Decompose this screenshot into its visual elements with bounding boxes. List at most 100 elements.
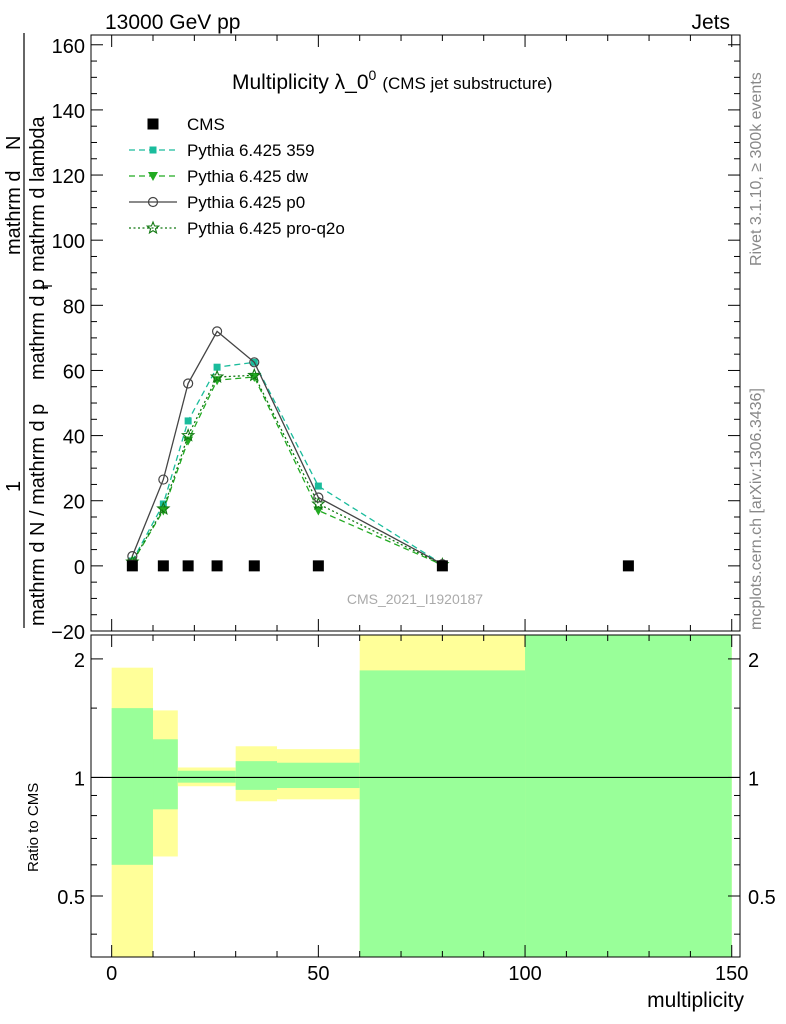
mcplots-label: mcplots.cern.ch [arXiv:1306.3436]: [748, 388, 765, 630]
ratio-green-band: [111, 708, 154, 865]
series-point: [213, 363, 221, 371]
main-y-tick-label: 0: [74, 557, 85, 579]
legend-label: CMS: [187, 115, 225, 134]
series-line: [131, 330, 443, 565]
main-y-tick-label: 80: [63, 296, 85, 318]
series-point: [313, 492, 324, 503]
series-point: [158, 474, 169, 485]
cms-point: [211, 560, 223, 572]
x-axis-label: multiplicity: [647, 989, 744, 1012]
series-3: [127, 326, 448, 570]
main-y-tick-label: −20: [51, 622, 85, 644]
main-y-tick-label: 60: [63, 361, 85, 383]
chart-title: Multiplicity λ_00 (CMS jet substructure): [232, 67, 552, 94]
series-point: [209, 369, 225, 384]
main-y-tick-label: 140: [52, 101, 85, 123]
ratio-y-tick-label: 1: [74, 768, 85, 790]
main-panel: CMS_2021_I1920187 −20 0 20 40 60 80 100 120 140 1…: [51, 34, 741, 644]
y-label-line2: mathrm d: [3, 171, 25, 255]
series-4: [125, 367, 450, 571]
legend-label: Pythia 6.425 dw: [187, 167, 309, 186]
ratio-green-band: [235, 761, 278, 790]
x-tick-label: 150: [715, 963, 748, 985]
series-point: [147, 196, 159, 208]
ratio-y-tick-label-right: 2: [748, 650, 759, 672]
series-point: [249, 357, 260, 368]
rivet-label: Rivet 3.1.10, ≥ 300k events: [748, 72, 765, 266]
main-frame: [90, 34, 741, 632]
y-label-line1b: mathrm d p: [27, 279, 49, 380]
legend-entry: Pythia 6.425 dw: [129, 167, 309, 186]
cms-point: [126, 560, 138, 572]
series-point: [247, 367, 262, 382]
ratio-green-band: [177, 770, 236, 783]
main-ticks: −20 0 20 40 60 80 100 120 140 160: [51, 35, 740, 644]
watermark: CMS_2021_I1920187: [347, 591, 483, 607]
legend-label: Pythia 6.425 p0: [187, 193, 305, 212]
series-1: [128, 358, 446, 568]
main-y-tick-label: 100: [52, 231, 85, 253]
cms-point: [157, 560, 169, 572]
cms-point: [436, 560, 448, 572]
legend-entry: Pythia 6.425 p0: [129, 193, 305, 212]
cms-point: [622, 560, 634, 572]
ratio-frame: [90, 634, 741, 958]
main-y-tick-label: 160: [52, 36, 85, 58]
category-label: Jets: [691, 11, 730, 34]
x-tick-label: 100: [508, 963, 541, 985]
main-data-layer: [125, 326, 634, 572]
series-point: [211, 326, 223, 337]
ratio-y-tick-label: 2: [74, 650, 85, 672]
main-y-tick-label: 40: [63, 427, 85, 449]
x-tick-label: 0: [106, 963, 117, 985]
series-point: [184, 417, 192, 425]
y-label-T: T: [40, 282, 55, 290]
legend-entry: Pythia 6.425 pro-q2o: [129, 219, 345, 238]
legend-label: Pythia 6.425 359: [187, 141, 315, 160]
legend-entry: CMS: [147, 115, 225, 134]
chart-subtitle: (CMS jet substructure): [382, 74, 552, 93]
series-line: [131, 374, 443, 566]
ratio-y-label: Ratio to CMS: [25, 783, 42, 872]
legend: CMS Pythia 6.425 359 Pythia 6.425 dw Pythia…: [129, 115, 345, 238]
chart-title-sup: 0: [369, 67, 377, 83]
y-label-line1: mathrm d N / mathrm d p: [27, 404, 49, 626]
series-point: [149, 146, 157, 154]
series-line: [131, 376, 443, 566]
ratio-panel: 0.5 0.5 1 1 2 2 0 50 100 150: [57, 634, 776, 985]
ratio-green-band: [359, 670, 526, 957]
energy-label: 13000 GeV pp: [105, 11, 240, 34]
series-point: [314, 482, 322, 490]
series-point: [145, 220, 161, 235]
ratio-y-tick-label-right: 1: [748, 768, 759, 790]
legend-entry: Pythia 6.425 359: [129, 141, 315, 160]
series-point: [311, 496, 326, 511]
cms-point: [147, 118, 159, 130]
series-point: [183, 436, 194, 446]
x-tick-label: 50: [307, 963, 329, 985]
series-point: [183, 378, 194, 389]
series-0: [126, 560, 634, 572]
series-point: [148, 172, 158, 181]
ratio-green-band: [153, 739, 178, 810]
y-label-tail: mathrm d lambda: [27, 116, 49, 272]
main-y-tick-label: 20: [63, 492, 85, 514]
ratio-data-layer: [91, 635, 740, 957]
main-y-tick-label: 120: [52, 166, 85, 188]
ratio-green-band: [525, 635, 732, 957]
main-y-axis-label: 1 mathrm d N / mathrm d p mathrm d p T m…: [3, 33, 55, 628]
ratio-y-tick-label-right: 0.5: [748, 887, 776, 909]
y-label-N: N: [3, 136, 25, 150]
ratio-green-band: [277, 762, 360, 789]
cms-point: [248, 560, 260, 572]
cms-point: [182, 560, 194, 572]
legend-label: Pythia 6.425 pro-q2o: [187, 219, 345, 238]
series-point: [156, 501, 171, 515]
y-label-numerator: 1: [3, 481, 25, 492]
ratio-y-tick-label: 0.5: [57, 887, 85, 909]
ratio-ticks: 0.5 0.5 1 1 2 2 0 50 100 150: [57, 635, 776, 985]
series-point: [181, 428, 196, 442]
chart-title-main: Multiplicity λ_0: [232, 71, 369, 94]
cms-point: [312, 560, 324, 572]
